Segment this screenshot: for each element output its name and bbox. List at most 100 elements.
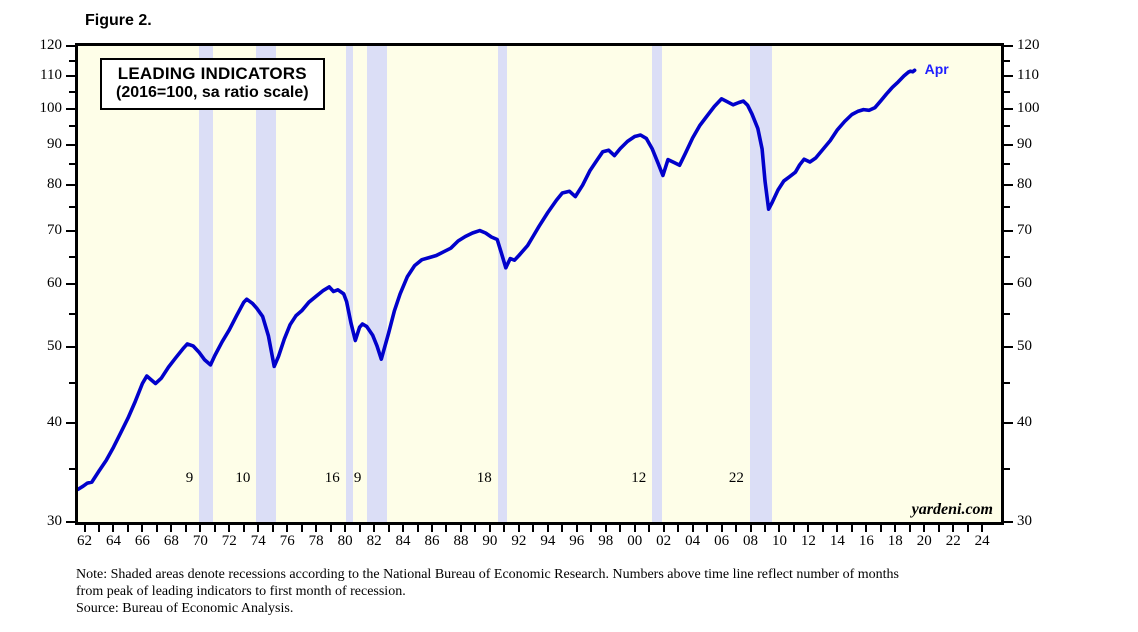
x-axis-year-tick bbox=[691, 525, 694, 532]
x-axis-year-tick bbox=[981, 525, 984, 532]
y-axis-minor-tick-right bbox=[1004, 381, 1010, 384]
y-axis-minor-tick-left bbox=[69, 163, 75, 166]
x-axis-year-tick bbox=[952, 525, 955, 532]
y-axis-minor-tick-left bbox=[69, 206, 75, 209]
x-axis-year-tick bbox=[778, 525, 781, 532]
x-axis-year-label: 02 bbox=[656, 533, 672, 549]
x-axis-year-tick bbox=[402, 525, 405, 532]
y-axis-label-right: 40 bbox=[1017, 414, 1032, 431]
x-axis-year-label: 64 bbox=[105, 533, 121, 549]
x-axis-year-label: 06 bbox=[714, 533, 730, 549]
x-axis-year-label: 98 bbox=[598, 533, 614, 549]
x-axis-year-label: 88 bbox=[453, 533, 469, 549]
x-axis-year-label: 04 bbox=[685, 533, 701, 549]
x-axis-year-tick bbox=[184, 525, 187, 532]
x-axis-year-tick bbox=[865, 525, 868, 532]
y-axis-label-left: 120 bbox=[39, 37, 63, 53]
x-axis-year-tick bbox=[286, 525, 289, 532]
x-axis-year-label: 68 bbox=[163, 533, 179, 549]
x-axis-year-tick bbox=[488, 525, 491, 532]
x-axis-year-tick bbox=[937, 525, 940, 532]
y-axis-major-tick-left bbox=[66, 107, 75, 110]
x-axis-year-tick bbox=[821, 525, 824, 532]
x-axis-year-tick bbox=[242, 525, 245, 532]
y-axis-major-tick-right bbox=[1004, 345, 1013, 348]
watermark-yardeni: yardeni.com bbox=[911, 501, 993, 518]
x-axis-year-tick bbox=[735, 525, 738, 532]
x-axis-year-label: 14 bbox=[829, 533, 845, 549]
y-axis-label-right: 90 bbox=[1017, 135, 1032, 152]
x-axis-year-tick bbox=[546, 525, 549, 532]
y-axis-label-left: 60 bbox=[47, 275, 62, 291]
x-axis-year-label: 76 bbox=[279, 533, 295, 549]
recession-band bbox=[256, 46, 276, 522]
chart-subtitle: (2016=100, sa ratio scale) bbox=[116, 84, 309, 101]
x-axis-year-tick bbox=[416, 525, 419, 532]
y-axis-label-left: 100 bbox=[39, 99, 63, 116]
x-axis-year-label: 12 bbox=[800, 533, 816, 549]
x-axis-year-tick bbox=[720, 525, 723, 532]
x-axis-year-tick bbox=[764, 525, 766, 532]
y-axis-major-tick-left bbox=[66, 283, 75, 285]
y-axis-label-left: 90 bbox=[47, 135, 62, 152]
plot-area: LEADING INDICATORS (2016=100, sa ratio s… bbox=[75, 43, 1004, 525]
y-axis-minor-tick-right bbox=[1004, 255, 1010, 258]
x-axis-year-tick bbox=[677, 525, 680, 532]
y-axis-label-left: 30 bbox=[47, 513, 62, 529]
x-axis-year-tick bbox=[315, 525, 318, 532]
x-axis-year-tick bbox=[633, 525, 636, 532]
y-axis-label-left: 70 bbox=[47, 222, 62, 239]
recession-band bbox=[749, 46, 772, 522]
x-axis-year-tick bbox=[503, 525, 506, 532]
x-axis-year-label: 22 bbox=[945, 533, 961, 549]
x-axis-year-tick bbox=[575, 525, 578, 532]
recession-band bbox=[367, 46, 387, 522]
x-axis-year-tick bbox=[807, 525, 810, 532]
y-axis-major-tick-right bbox=[1004, 422, 1013, 425]
y-axis-major-tick-right bbox=[1004, 45, 1013, 47]
x-axis-year-tick bbox=[908, 525, 911, 532]
y-axis-label-right: 120 bbox=[1017, 37, 1040, 53]
x-axis-year-tick bbox=[257, 525, 260, 532]
y-axis-minor-tick-right bbox=[1004, 59, 1010, 62]
x-axis-year-label: 78 bbox=[308, 533, 324, 549]
months-from-peak-label: 9 bbox=[353, 470, 362, 486]
footnote: Note: Shaded areas denote recessions acc… bbox=[76, 566, 899, 617]
x-axis-year-tick bbox=[923, 525, 926, 532]
x-axis-year-tick bbox=[706, 525, 709, 532]
x-axis-year-tick bbox=[213, 525, 216, 532]
y-axis-minor-tick-right bbox=[1004, 468, 1010, 471]
x-axis-year-tick bbox=[329, 525, 332, 532]
x-axis-year-tick bbox=[619, 525, 622, 532]
y-axis-label-left: 80 bbox=[47, 176, 62, 193]
x-axis-year-label: 62 bbox=[77, 533, 92, 549]
x-axis-year-label: 70 bbox=[192, 533, 208, 549]
x-axis-year-label: 92 bbox=[511, 533, 527, 549]
x-axis-year-tick bbox=[850, 525, 853, 532]
x-axis-year-tick bbox=[199, 525, 202, 532]
recession-band bbox=[345, 46, 353, 522]
x-axis-year-tick bbox=[879, 525, 882, 532]
y-axis-minor-tick-right bbox=[1004, 206, 1010, 209]
x-axis-year-label: 00 bbox=[627, 533, 643, 549]
x-axis-year-tick bbox=[474, 525, 477, 532]
x-axis-year-tick bbox=[430, 525, 433, 532]
x-axis-year-tick bbox=[155, 525, 158, 532]
x-axis-year-label: 86 bbox=[424, 533, 440, 549]
x-axis-year-tick bbox=[749, 525, 752, 532]
y-axis-minor-tick-left bbox=[69, 125, 75, 128]
x-axis-year-tick bbox=[126, 525, 129, 532]
months-from-peak-label: 12 bbox=[631, 470, 647, 486]
x-axis-year-tick bbox=[83, 525, 86, 532]
y-axis-minor-tick-left bbox=[69, 468, 75, 471]
x-axis-year-tick bbox=[966, 525, 969, 532]
x-axis-year-tick bbox=[387, 525, 390, 532]
x-axis-year-tick bbox=[590, 525, 593, 532]
y-axis-major-tick-right bbox=[1004, 184, 1013, 187]
x-axis-year-tick bbox=[561, 525, 564, 532]
y-axis-minor-tick-right bbox=[1004, 125, 1010, 128]
x-axis-year-tick bbox=[97, 525, 100, 532]
y-axis-label-right: 70 bbox=[1017, 222, 1032, 239]
footnote-line-2: from peak of leading indicators to first… bbox=[76, 584, 406, 599]
